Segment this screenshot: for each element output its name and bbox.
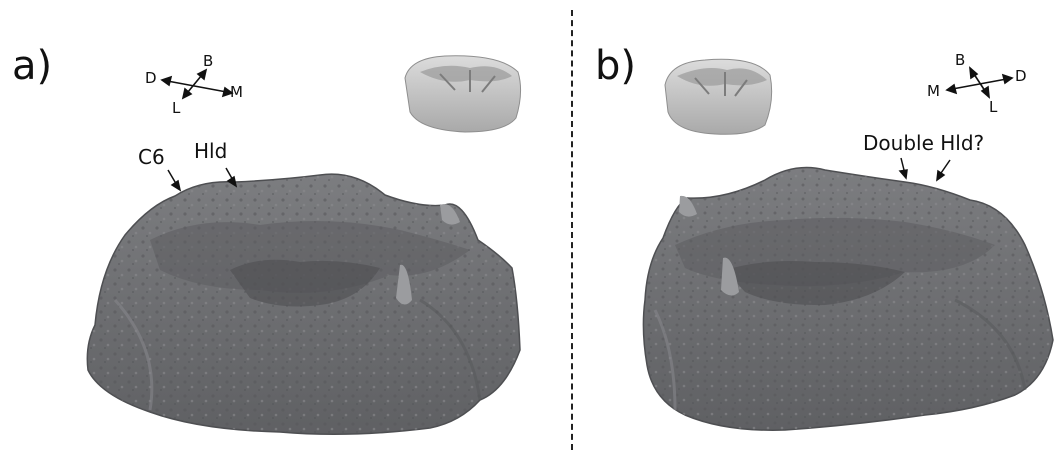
panel-b: b) B D L M Double Hld?	[575, 0, 1059, 454]
annotation-arrows-b	[898, 157, 951, 182]
panel-divider	[571, 10, 573, 450]
axis-label-m-b: M	[927, 82, 940, 100]
annotation-hld: Hld	[194, 139, 228, 163]
axis-label-d-a: D	[145, 69, 157, 87]
crown-thumbnail-a	[404, 55, 522, 133]
annotation-arrows-a	[167, 167, 238, 192]
axis-label-b-b: B	[955, 51, 966, 69]
axis-label-l-b: L	[989, 98, 998, 116]
tooth-scan-b	[642, 166, 1054, 431]
axis-label-d-b: D	[1015, 67, 1027, 85]
annotation-c6: C6	[138, 145, 165, 169]
tooth-scan-a	[86, 173, 521, 435]
panel-a-graphics	[86, 55, 522, 435]
annotation-double-hld: Double Hld?	[863, 131, 985, 155]
orientation-cross-a	[160, 68, 234, 100]
axis-label-m-a: M	[230, 83, 243, 101]
panel-b-graphics	[642, 58, 1054, 431]
panel-a: a) B D L M C6 Hld	[12, 43, 522, 435]
axis-label-l-a: L	[172, 99, 181, 117]
panel-label-a: a)	[12, 43, 53, 89]
orientation-cross-b	[945, 66, 1014, 99]
panel-label-b: b)	[595, 43, 636, 89]
axis-label-b-a: B	[203, 52, 214, 70]
crown-thumbnail-b	[664, 58, 773, 135]
